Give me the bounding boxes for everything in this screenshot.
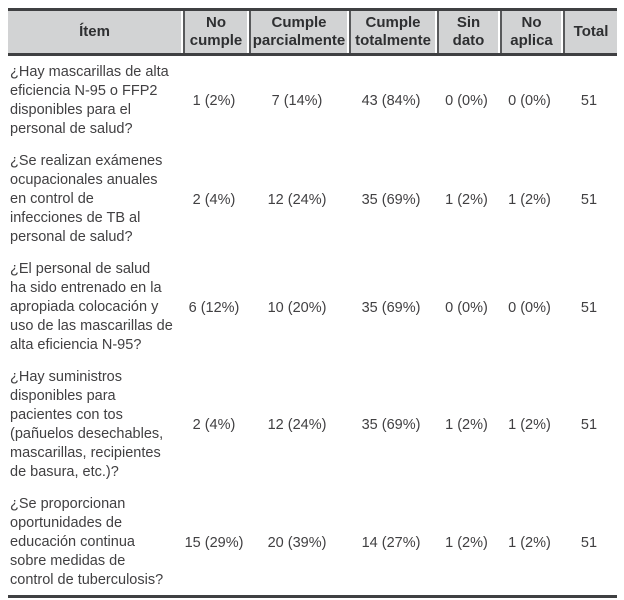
item-question: ¿Hay suministros disponibles para pacien… — [10, 369, 164, 480]
value-total: 51 — [580, 191, 598, 208]
value-total: 51 — [580, 93, 598, 109]
value-no-cumple: 6 (12%) — [188, 299, 240, 316]
table-row: ¿Se realizan exámenes ocupacionales anua… — [8, 152, 617, 247]
item-question: ¿Hay mascarillas de alta eficiencia N-95… — [10, 64, 169, 137]
item-question: ¿El personal de salud ha sido entrenado … — [10, 261, 173, 353]
value-no-cumple: 2 (4%) — [192, 191, 236, 208]
value-no-cumple: 1 (2%) — [192, 93, 236, 109]
header-cell-cumple-parcialmente: Cumple parcialmente — [249, 11, 347, 53]
table-row: ¿Hay mascarillas de alta eficiencia N-95… — [8, 63, 617, 139]
header-cell-item: Ítem — [8, 11, 181, 53]
value-total: 51 — [580, 534, 598, 551]
table-body: ¿Hay mascarillas de alta eficiencia N-95… — [8, 63, 617, 598]
compliance-table: Ítem No cumple Cumple parcialmente Cumpl… — [8, 8, 617, 598]
value-cumple-parcialmente: 20 (39%) — [267, 534, 327, 551]
value-no-aplica: 0 (0%) — [508, 93, 551, 109]
header-cell-no-cumple: No cumple — [183, 11, 247, 53]
header-row: Ítem No cumple Cumple parcialmente Cumpl… — [8, 8, 617, 56]
value-total: 51 — [580, 417, 598, 433]
value-cumple-parcialmente: 12 (24%) — [267, 191, 327, 208]
value-sin-dato: 1 (2%) — [445, 417, 488, 433]
value-cumple-parcialmente: 12 (24%) — [267, 417, 327, 433]
header-cell-sin-dato: Sin dato — [437, 11, 498, 53]
value-cumple-parcialmente: 7 (14%) — [271, 93, 323, 109]
header-cell-total: Total — [563, 11, 617, 53]
value-sin-dato: 0 (0%) — [445, 93, 488, 109]
table-row: ¿Hay suministros disponibles para pacien… — [8, 368, 617, 482]
value-cumple-totalmente: 14 (27%) — [361, 534, 421, 551]
item-question: ¿Se realizan exámenes ocupacionales anua… — [10, 153, 163, 245]
value-cumple-totalmente: 35 (69%) — [361, 299, 421, 316]
value-no-aplica: 1 (2%) — [508, 191, 551, 208]
table-row: ¿Se proporcionan oportunidades de educac… — [8, 495, 617, 590]
value-no-aplica: 0 (0%) — [508, 299, 551, 316]
header-cell-cumple-totalmente: Cumple totalmente — [349, 11, 435, 53]
value-no-cumple: 2 (4%) — [192, 417, 236, 433]
value-cumple-totalmente: 43 (84%) — [361, 93, 421, 109]
value-no-aplica: 1 (2%) — [508, 417, 551, 433]
table-row: ¿El personal de salud ha sido entrenado … — [8, 260, 617, 355]
value-no-cumple: 15 (29%) — [184, 534, 244, 551]
value-sin-dato: 0 (0%) — [445, 299, 488, 316]
value-no-aplica: 1 (2%) — [508, 534, 551, 551]
item-question: ¿Se proporcionan oportunidades de educac… — [10, 496, 164, 588]
value-cumple-totalmente: 35 (69%) — [361, 191, 421, 208]
value-sin-dato: 1 (2%) — [445, 534, 488, 551]
value-total: 51 — [580, 299, 598, 316]
header-cell-no-aplica: No aplica — [500, 11, 561, 53]
value-cumple-parcialmente: 10 (20%) — [267, 299, 327, 316]
value-cumple-totalmente: 35 (69%) — [361, 417, 421, 433]
value-sin-dato: 1 (2%) — [445, 191, 488, 208]
